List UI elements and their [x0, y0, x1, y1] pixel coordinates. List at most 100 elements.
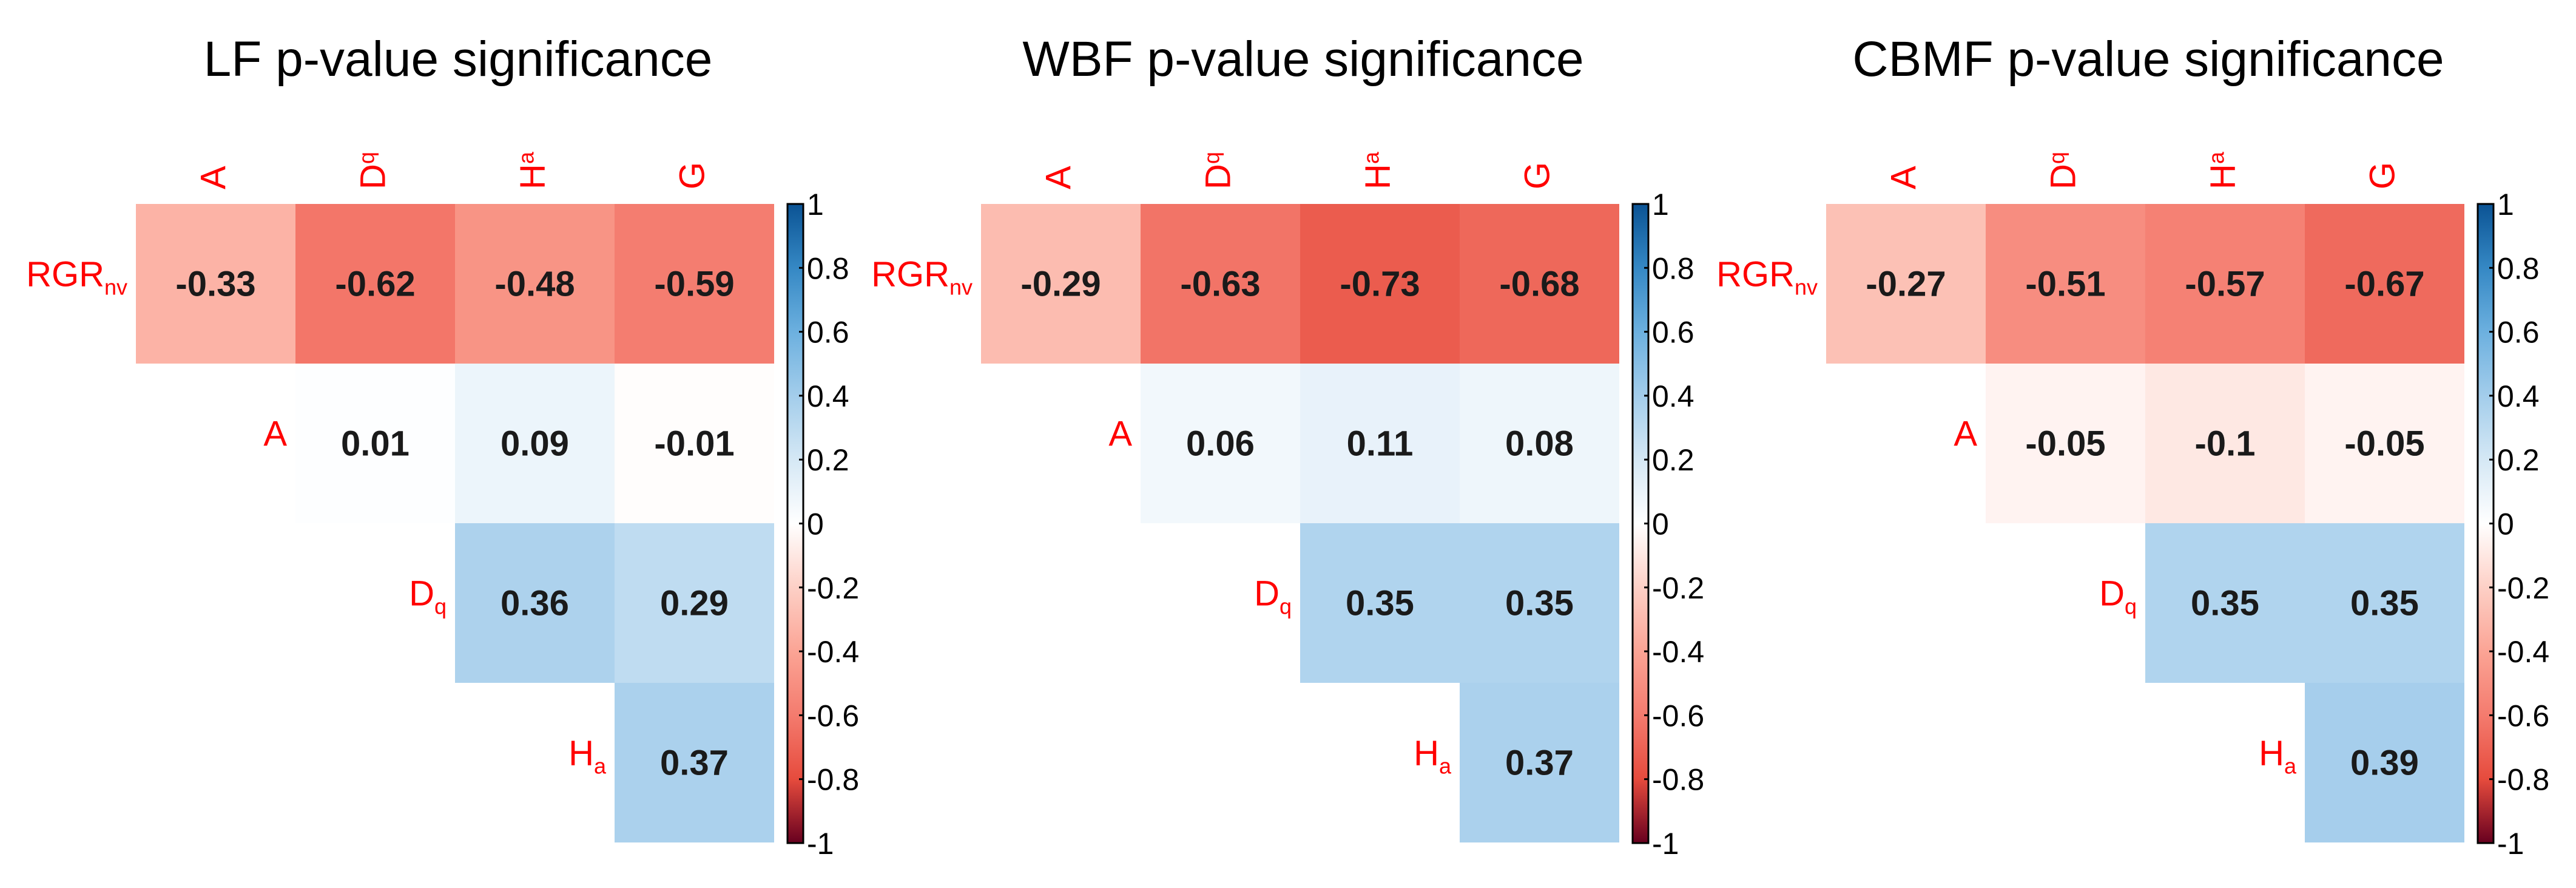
heatmap-cell: [295, 204, 455, 364]
colorbar-tick-label: -0.6: [807, 699, 859, 733]
colorbar-tick-label: -0.2: [1652, 571, 1704, 605]
cell-value-label: -0.01: [654, 424, 734, 464]
cell-value-label: 0.11: [1347, 424, 1414, 464]
colorbar-tick-label: -0.8: [1652, 763, 1704, 797]
cell-value-label: -0.05: [2025, 424, 2105, 464]
colorbar-tick-label: 0.8: [807, 251, 849, 285]
row-label: RGRnv: [26, 255, 127, 300]
row-label: A: [1954, 415, 1977, 454]
heatmap-cell: [455, 523, 615, 683]
colorbar-tick-label: 0: [807, 507, 824, 541]
heatmap-cell: [2145, 523, 2305, 683]
colorbar-tick-label: 0.2: [1652, 443, 1694, 477]
heatmap-cell: [1460, 204, 1619, 364]
row-label: RGRnv: [871, 255, 973, 300]
row-label: Ha: [1414, 734, 1452, 779]
cell-value-label: -0.67: [2344, 265, 2424, 304]
heatmap-cell: [1986, 364, 2145, 523]
colorbar-tick-label: -0.6: [2497, 699, 2549, 733]
heatmap-cell: [2145, 364, 2305, 523]
colorbar-tick-label: -1: [2497, 827, 2524, 861]
colorbar-tick-label: 0.4: [2497, 379, 2540, 413]
chart-title: CBMF p-value significance: [1852, 32, 2444, 87]
heatmap-cell: [1460, 364, 1619, 523]
column-label: A: [194, 166, 234, 189]
heatmap-cell: [1141, 364, 1300, 523]
column-label: A: [1884, 166, 1924, 189]
colorbar-tick-label: -0.6: [1652, 699, 1704, 733]
colorbar-tick-label: 0: [1652, 507, 1669, 541]
cell-value-label: 0.35: [2350, 584, 2419, 623]
colorbar-tick-label: 0.4: [807, 379, 849, 413]
heatmap-cell: [2305, 683, 2464, 842]
cell-value-label: 0.06: [1186, 424, 1255, 464]
row-label: RGRnv: [1716, 255, 1818, 300]
heatmap-cell: [615, 364, 774, 523]
cell-value-label: 0.36: [501, 584, 569, 623]
column-label: Dq: [354, 152, 393, 189]
heatmap-cell: [2305, 523, 2464, 683]
colorbar-tick-label: 0.2: [2497, 443, 2540, 477]
heatmap-cell: [1300, 523, 1460, 683]
heatmap-cell: [2305, 364, 2464, 523]
cell-value-label: -0.48: [494, 265, 575, 304]
heatmap-cell: [1986, 204, 2145, 364]
heatmap-cell: [2305, 204, 2464, 364]
colorbar-tick-label: -0.4: [1652, 635, 1704, 669]
cell-value-label: 0.01: [341, 424, 410, 464]
column-label: G: [1518, 162, 1557, 189]
heatmap-cell: [615, 683, 774, 842]
column-label: G: [673, 162, 712, 189]
heatmap-cell: [615, 204, 774, 364]
chart-title: LF p-value significance: [204, 32, 713, 87]
colorbar-tick-label: 0.4: [1652, 379, 1694, 413]
cell-value-label: -0.63: [1180, 265, 1260, 304]
heatmap-panel-2: WBF p-value significance A Dq Ha G RGRnv A Dq Ha…: [871, 32, 1704, 861]
cell-value-label: -0.62: [335, 265, 415, 304]
row-label: Dq: [2099, 574, 2137, 619]
cell-value-label: -0.27: [1866, 265, 1946, 304]
cell-value-label: 0.39: [2350, 744, 2419, 783]
heatmap-cell: [981, 204, 1141, 364]
heatmap-cell: [455, 204, 615, 364]
cell-value-label: -0.57: [2185, 265, 2265, 304]
column-label: G: [2363, 162, 2402, 189]
cell-value-label: 0.35: [1505, 584, 1574, 623]
row-label: Dq: [1254, 574, 1292, 619]
cell-value-label: -0.33: [175, 265, 255, 304]
row-label: Dq: [409, 574, 447, 619]
colorbar-tick-label: -0.4: [2497, 635, 2549, 669]
column-label: Ha: [2203, 151, 2243, 189]
cell-value-label: -0.59: [654, 265, 734, 304]
row-label: Ha: [2259, 734, 2297, 779]
heatmap-cell: [1300, 364, 1460, 523]
heatmap-panel-1: LF p-value significance A Dq Ha G RGRnv A Dq Ha -…: [26, 32, 859, 861]
heatmap-cell: [136, 204, 295, 364]
heatmap-cell: [1826, 204, 1986, 364]
cell-value-label: 0.09: [501, 424, 569, 464]
colorbar-tick-label: 0.6: [2497, 316, 2540, 350]
column-label: A: [1039, 166, 1079, 189]
row-label: A: [1108, 415, 1132, 454]
cell-value-label: 0.35: [1346, 584, 1414, 623]
heatmap-cell: [1141, 204, 1300, 364]
colorbar-tick-label: 0.6: [807, 316, 849, 350]
cell-value-label: -0.73: [1340, 265, 1420, 304]
colorbar-tick-label: -0.8: [807, 763, 859, 797]
colorbar-tick-label: 0.2: [807, 443, 849, 477]
colorbar-tick-label: 0.8: [1652, 251, 1694, 285]
column-label: Dq: [2044, 152, 2083, 189]
column-label: Dq: [1199, 152, 1238, 189]
colorbar-tick-label: -0.2: [2497, 571, 2549, 605]
colorbar-tick-label: -0.4: [807, 635, 859, 669]
cell-value-label: 0.08: [1505, 424, 1574, 464]
column-label: Ha: [513, 151, 553, 189]
colorbar-tick-label: 1: [807, 188, 824, 222]
colorbar-tick-label: 0.8: [2497, 251, 2540, 285]
heatmap-cell: [2145, 204, 2305, 364]
heatmap-cell: [615, 523, 774, 683]
cell-value-label: -0.1: [2195, 424, 2256, 464]
colorbar-tick-label: -0.8: [2497, 763, 2549, 797]
colorbar-tick-label: 1: [1652, 188, 1669, 222]
